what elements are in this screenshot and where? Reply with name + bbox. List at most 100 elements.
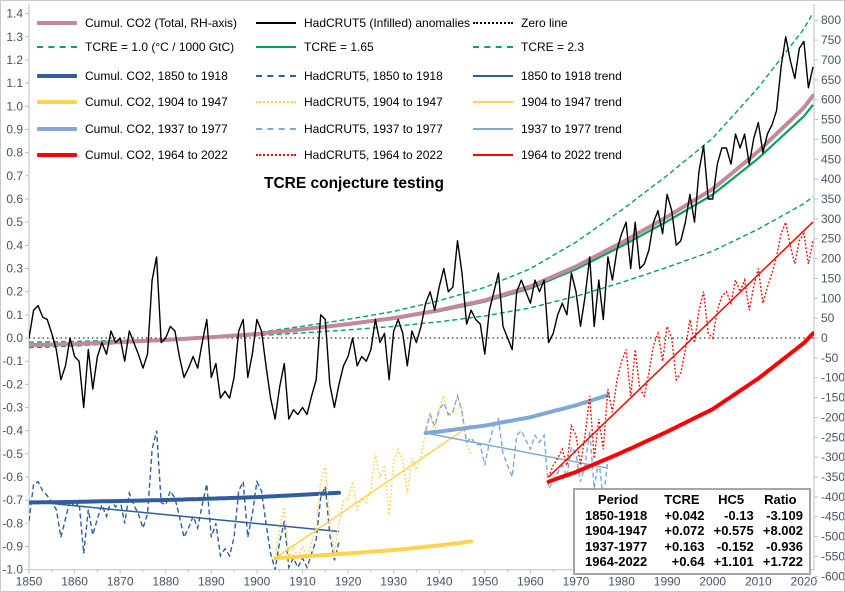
svg-text:-100: -100 <box>821 371 845 385</box>
svg-text:1860: 1860 <box>61 575 88 589</box>
svg-text:-0.6: -0.6 <box>2 470 23 484</box>
svg-text:750: 750 <box>821 33 841 47</box>
stats-cell: 1850-1918 <box>585 507 648 523</box>
stats-cell: 1964-2022 <box>585 554 648 569</box>
svg-text:2020: 2020 <box>791 575 818 589</box>
svg-text:650: 650 <box>821 73 841 87</box>
svg-text:-0.2: -0.2 <box>2 377 23 391</box>
svg-text:1940: 1940 <box>426 575 453 589</box>
stats-cell: +0.072 <box>664 523 705 538</box>
svg-text:1.0: 1.0 <box>6 99 23 113</box>
svg-text:1890: 1890 <box>198 575 225 589</box>
svg-text:600: 600 <box>821 93 841 107</box>
svg-text:1.2: 1.2 <box>6 53 23 67</box>
period-co2-line <box>423 393 610 435</box>
svg-text:350: 350 <box>821 192 841 206</box>
svg-text:-600: -600 <box>821 569 845 583</box>
svg-text:-0.9: -0.9 <box>2 540 23 554</box>
stats-row: 1904-1947 +0.072 +0.575 +8.002 <box>579 523 805 539</box>
svg-text:0.2: 0.2 <box>6 285 23 299</box>
stats-cell: +0.575 <box>713 523 754 538</box>
svg-text:0.1: 0.1 <box>6 308 23 322</box>
svg-text:800: 800 <box>821 13 841 27</box>
axes <box>25 4 818 577</box>
svg-text:0.4: 0.4 <box>6 238 23 252</box>
svg-text:1930: 1930 <box>380 575 407 589</box>
cumulative-co2-line <box>29 93 814 348</box>
stats-cell: +0.163 <box>664 538 705 554</box>
stats-cell: +8.002 <box>762 523 803 538</box>
svg-text:1920: 1920 <box>335 575 362 589</box>
svg-text:-500: -500 <box>821 530 845 544</box>
svg-text:550: 550 <box>821 113 841 127</box>
series <box>29 12 814 570</box>
svg-text:1960: 1960 <box>517 575 544 589</box>
svg-text:-0.3: -0.3 <box>2 401 23 415</box>
period-co2-line <box>273 539 474 561</box>
svg-text:200: 200 <box>821 252 841 266</box>
stats-cell: 1937-1977 <box>585 538 648 554</box>
svg-text:0.3: 0.3 <box>6 261 23 275</box>
svg-text:-150: -150 <box>821 391 845 405</box>
svg-text:-300: -300 <box>821 450 845 464</box>
svg-text:1850: 1850 <box>16 575 43 589</box>
period-trend-line <box>425 432 609 469</box>
svg-text:1900: 1900 <box>244 575 271 589</box>
period-trend-line <box>274 424 472 559</box>
stats-header-cell: HC5 <box>718 492 745 507</box>
stats-cell: -0.152 <box>716 538 754 554</box>
tcre-line <box>29 104 814 346</box>
svg-text:1980: 1980 <box>608 575 635 589</box>
hadcrut5-line <box>29 36 814 420</box>
svg-text:0.6: 0.6 <box>6 192 23 206</box>
svg-text:0: 0 <box>821 331 828 345</box>
svg-text:1910: 1910 <box>289 575 316 589</box>
svg-text:-0.8: -0.8 <box>2 516 23 530</box>
svg-text:700: 700 <box>821 53 841 67</box>
stats-cell: +1.722 <box>762 554 803 569</box>
svg-text:1880: 1880 <box>152 575 179 589</box>
svg-text:2000: 2000 <box>699 575 726 589</box>
svg-text:-250: -250 <box>821 430 845 444</box>
x-axis-labels: 1850 1860 1870 1880 1890 1900 1910 1920 1930 1940… <box>16 575 818 589</box>
svg-text:1870: 1870 <box>107 575 134 589</box>
svg-text:1970: 1970 <box>563 575 590 589</box>
stats-row: 1937-1977 +0.163 -0.152 -0.936 <box>579 539 805 555</box>
period-co2-line <box>546 331 814 484</box>
stats-row: 1964-2022 +0.64 +1.101 +1.722 <box>579 554 805 570</box>
svg-text:0.0: 0.0 <box>6 331 23 345</box>
stats-cell: +0.64 <box>671 554 705 569</box>
svg-text:500: 500 <box>821 132 841 146</box>
svg-text:-0.1: -0.1 <box>2 354 23 368</box>
stats-header-cell: Ratio <box>764 492 797 507</box>
stats-cell: 1904-1947 <box>585 523 648 538</box>
svg-text:0.9: 0.9 <box>6 122 23 136</box>
svg-text:250: 250 <box>821 232 841 246</box>
left-axis-labels: 1.4 1.3 1.2 1.1 1.0 0.9 0.8 0.7 0.6 0.5 0.4 0.3 0.2 0… <box>2 7 23 577</box>
period-hadcrut-line <box>424 393 609 501</box>
svg-text:0.8: 0.8 <box>6 146 23 160</box>
svg-text:-400: -400 <box>821 490 845 504</box>
svg-text:1.1: 1.1 <box>6 76 23 90</box>
svg-text:0.7: 0.7 <box>6 169 23 183</box>
svg-text:1950: 1950 <box>471 575 498 589</box>
period-trend-line <box>29 500 340 533</box>
svg-text:-450: -450 <box>821 510 845 524</box>
stats-header-cell: Period <box>597 492 639 507</box>
svg-text:-50: -50 <box>821 351 839 365</box>
svg-text:-0.7: -0.7 <box>2 493 23 507</box>
stats-header-cell: TCRE <box>664 492 700 507</box>
svg-text:400: 400 <box>821 172 841 186</box>
svg-text:-550: -550 <box>821 549 845 563</box>
stats-cell: -0.13 <box>724 507 754 523</box>
stats-cell: -0.936 <box>766 538 803 554</box>
svg-text:2010: 2010 <box>745 575 772 589</box>
stats-cell: +0.042 <box>664 507 705 523</box>
period-co2-line <box>29 490 341 505</box>
period-trend-line <box>548 221 814 478</box>
svg-text:1.3: 1.3 <box>6 30 23 44</box>
chart-title: TCRE conjecture testing <box>264 175 444 192</box>
stats-cell: +1.101 <box>713 554 754 569</box>
